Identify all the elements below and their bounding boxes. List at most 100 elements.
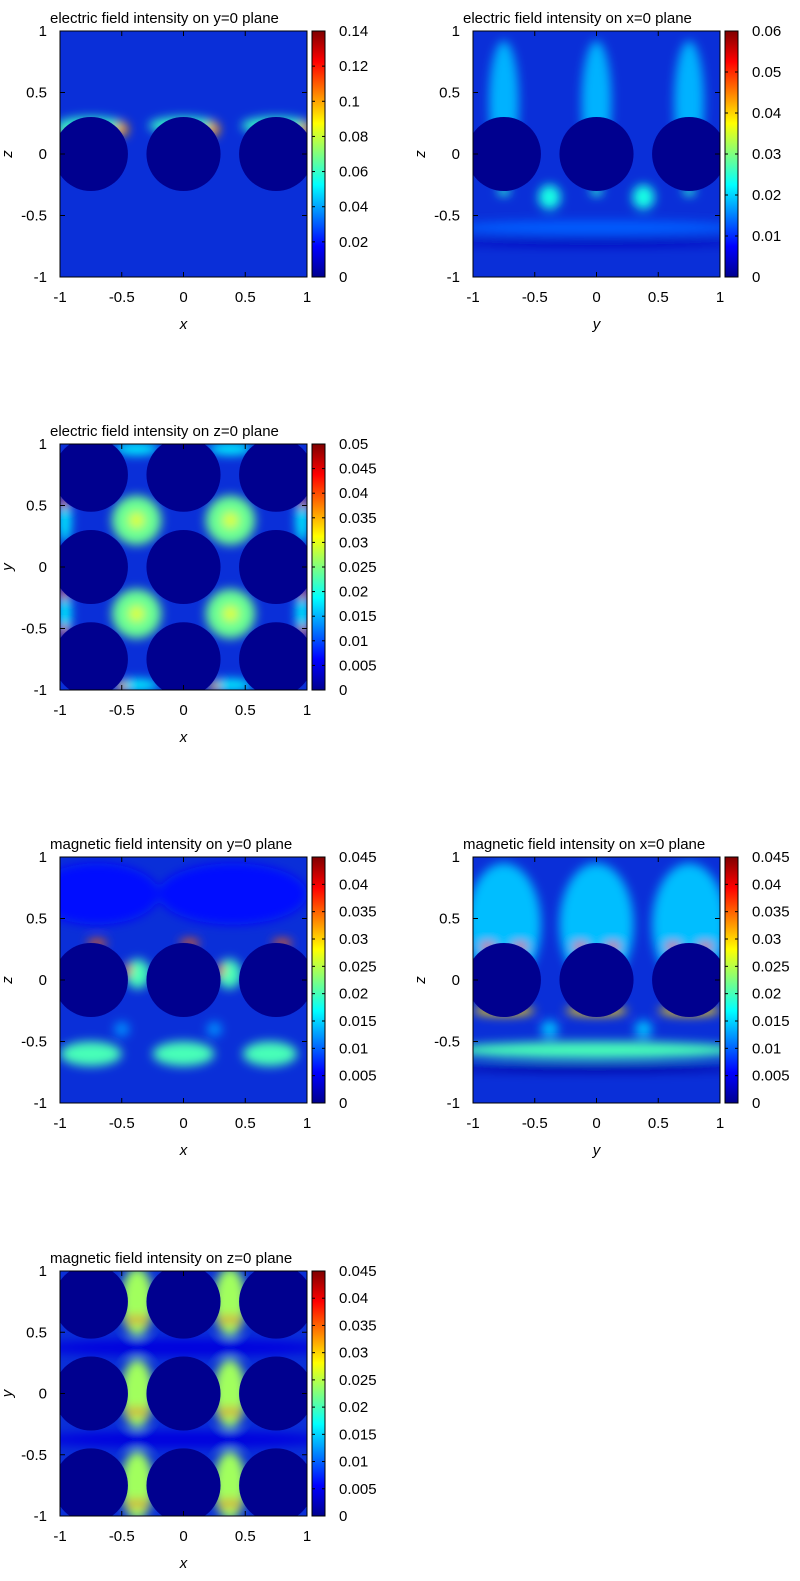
inclusion-disk bbox=[239, 1356, 307, 1431]
x-axis-label: x bbox=[179, 729, 188, 746]
inclusion-disk bbox=[60, 622, 128, 690]
y-axis-label: z bbox=[412, 976, 429, 985]
colorbar-tick-label: 0.12 bbox=[339, 58, 368, 75]
chart-title: electric field intensity on y=0 plane bbox=[50, 10, 279, 27]
x-tick-label: 1 bbox=[716, 289, 724, 306]
x-axis-label: y bbox=[592, 316, 602, 333]
inclusion-disk bbox=[146, 1356, 221, 1431]
x-tick-label: 0 bbox=[179, 1115, 187, 1132]
inclusion-disk bbox=[60, 116, 128, 192]
x-tick-label: -0.5 bbox=[109, 1528, 135, 1545]
inclusion-disk bbox=[146, 622, 221, 690]
x-tick-label: -0.5 bbox=[522, 1115, 548, 1132]
x-tick-label: 0.5 bbox=[648, 1115, 669, 1132]
x-tick-label: -0.5 bbox=[109, 1115, 135, 1132]
y-tick-label: -0.5 bbox=[21, 208, 47, 225]
y-tick-label: -0.5 bbox=[21, 621, 47, 638]
field-hotspot bbox=[127, 1498, 136, 1509]
colorbar: 0 0.01 0.02 0.03 0.04 0.05 0.06 bbox=[724, 23, 781, 286]
inclusion-disk bbox=[146, 1271, 221, 1339]
colorbar-tick-label: 0.005 bbox=[339, 657, 377, 674]
x-tick-label: 1 bbox=[716, 1115, 724, 1132]
heatmap-area bbox=[60, 1271, 307, 1516]
colorbar: 0 0.005 0.01 0.015 0.02 0.025 0.03 0.035 0.04 0.0… bbox=[311, 1263, 377, 1525]
inclusion-disk bbox=[239, 942, 307, 1018]
colorbar-tick-label: 0.02 bbox=[752, 986, 781, 1003]
colorbar-tick-label: 0.01 bbox=[339, 1454, 368, 1471]
colorbar-tick-label: 0.03 bbox=[752, 146, 781, 163]
colorbar-tick-label: 0.025 bbox=[339, 1372, 377, 1389]
chart-title: magnetic field intensity on x=0 plane bbox=[463, 836, 705, 853]
field-hotspot bbox=[139, 1406, 147, 1417]
colorbar-tick-label: 0.02 bbox=[339, 1399, 368, 1416]
y-tick-label: 0.5 bbox=[26, 911, 47, 928]
inclusion-disk bbox=[146, 1448, 221, 1516]
inclusion-disk bbox=[652, 116, 720, 192]
field-hotspot bbox=[139, 1315, 147, 1325]
field-hotspot bbox=[223, 606, 238, 622]
colorbar-tick-label: 0.04 bbox=[339, 1290, 368, 1307]
heatmap-area bbox=[473, 31, 720, 277]
colorbar-tick-label: 0.005 bbox=[752, 1068, 790, 1085]
colorbar-gradient bbox=[311, 30, 326, 278]
inclusion-disk bbox=[559, 116, 634, 192]
field-hotspot bbox=[158, 863, 307, 925]
colorbar-tick-label: 0.015 bbox=[752, 1013, 790, 1030]
field-hotspot bbox=[121, 1451, 154, 1516]
chart-title: electric field intensity on x=0 plane bbox=[463, 10, 692, 27]
colorbar-tick-label: 0.04 bbox=[339, 485, 368, 502]
y-tick-label: -1 bbox=[34, 1095, 47, 1112]
colorbar-tick-label: 0.01 bbox=[339, 633, 368, 650]
field-hotspot bbox=[223, 512, 238, 528]
y-axis-label: z bbox=[412, 150, 429, 159]
colorbar-tick-label: 0.015 bbox=[339, 608, 377, 625]
field-hotspot bbox=[231, 1498, 240, 1509]
x-tick-label: 1 bbox=[303, 1528, 311, 1545]
field-hotspot bbox=[231, 1406, 240, 1417]
chart-title: electric field intensity on z=0 plane bbox=[50, 423, 279, 440]
x-tick-label: -1 bbox=[53, 702, 66, 719]
x-tick-label: 0.5 bbox=[648, 289, 669, 306]
inclusion-disk bbox=[239, 116, 307, 192]
x-axis-label: y bbox=[592, 1142, 602, 1159]
inclusion-disk bbox=[239, 444, 307, 512]
y-tick-label: -1 bbox=[34, 682, 47, 699]
inclusion-disk bbox=[473, 116, 541, 192]
colorbar-tick-label: 0.025 bbox=[752, 958, 790, 975]
colorbar-gradient bbox=[311, 856, 326, 1104]
y-tick-label: 0.5 bbox=[439, 911, 460, 928]
y-tick-label: 0 bbox=[39, 559, 47, 576]
x-tick-label: 1 bbox=[303, 289, 311, 306]
field-hotspot bbox=[242, 1041, 298, 1067]
inclusion-disk bbox=[559, 942, 634, 1018]
y-axis-label: z bbox=[0, 976, 16, 985]
field-hotspot bbox=[152, 1041, 215, 1067]
y-tick-label: -0.5 bbox=[21, 1034, 47, 1051]
field-hotspot bbox=[127, 1315, 136, 1325]
colorbar-tick-label: 0.045 bbox=[339, 461, 377, 478]
y-tick-label: 0.5 bbox=[439, 85, 460, 102]
chart-title: magnetic field intensity on z=0 plane bbox=[50, 1250, 292, 1267]
x-tick-label: -1 bbox=[53, 1528, 66, 1545]
field-hotspot bbox=[209, 681, 220, 690]
field-hotspot bbox=[60, 1338, 307, 1357]
field-hotspot bbox=[127, 1406, 136, 1417]
colorbar-tick-label: 0.035 bbox=[339, 510, 377, 527]
x-tick-label: -0.5 bbox=[109, 702, 135, 719]
colorbar-tick-label: 0.01 bbox=[752, 228, 781, 245]
y-axis-label: z bbox=[0, 150, 16, 159]
chart-e-y0: electric field intensity on y=0 plane-1-… bbox=[0, 10, 368, 333]
x-tick-label: 0.5 bbox=[235, 289, 256, 306]
y-tick-label: -1 bbox=[34, 1508, 47, 1525]
x-tick-label: -1 bbox=[53, 1115, 66, 1132]
chart-title: magnetic field intensity on y=0 plane bbox=[50, 836, 292, 853]
colorbar: 0 0.005 0.01 0.015 0.02 0.025 0.03 0.035 0.04 0.0… bbox=[724, 849, 790, 1112]
y-tick-label: -0.5 bbox=[21, 1447, 47, 1464]
x-tick-label: -1 bbox=[466, 289, 479, 306]
inclusion-disk bbox=[60, 529, 128, 605]
colorbar-tick-label: 0.06 bbox=[752, 23, 781, 40]
colorbar-tick-label: 0.015 bbox=[339, 1013, 377, 1030]
inclusion-disk bbox=[146, 444, 221, 512]
inclusion-disk bbox=[60, 1271, 128, 1339]
chart-h-z0: magnetic field intensity on z=0 plane-1-… bbox=[0, 1250, 377, 1572]
